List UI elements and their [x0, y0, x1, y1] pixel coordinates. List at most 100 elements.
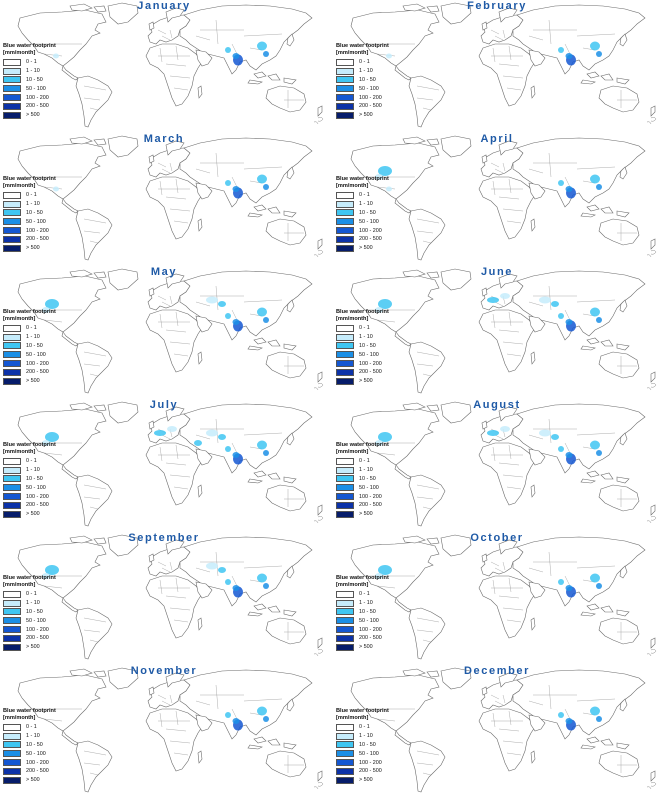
hotspot-india	[565, 53, 573, 59]
legend-row: 10 - 50	[336, 76, 406, 85]
month-title: July	[149, 399, 179, 411]
world-map	[350, 2, 657, 128]
legend-swatch	[336, 209, 354, 217]
legend-swatch	[3, 759, 21, 767]
legend-title-line1: Blue water footprint	[336, 176, 389, 182]
legend-swatch	[3, 102, 21, 110]
legend-label: 0 - 1	[26, 192, 37, 199]
legend-row: 50 - 100	[336, 350, 406, 359]
legend-label: > 500	[359, 245, 373, 252]
legend-title-line2: [mm/month]	[336, 49, 369, 56]
legend-row: > 500	[336, 643, 406, 652]
legend: Blue water footprint [mm/month] 0 - 1 1 -…	[336, 708, 406, 785]
legend-label: 1 - 10	[26, 467, 40, 474]
legend-swatch	[336, 111, 354, 119]
legend-swatch	[336, 643, 354, 651]
legend-swatch	[3, 200, 21, 208]
legend: Blue water footprint [mm/month] 0 - 1 1 -…	[336, 575, 406, 652]
legend: Blue water footprint [mm/month] 0 - 1 1 -…	[336, 309, 406, 386]
legend-row: 200 - 500	[336, 634, 406, 643]
legend-label: 0 - 1	[26, 458, 37, 465]
legend-row: 0 - 1	[336, 590, 406, 599]
legend-swatch	[3, 377, 21, 385]
legend-label: > 500	[359, 378, 373, 385]
legend-label: 50 - 100	[26, 218, 46, 225]
hotspot-india	[565, 186, 573, 192]
hotspot-europe-south	[167, 426, 177, 432]
legend-label: 100 - 200	[359, 493, 382, 500]
legend-row: 1 - 10	[3, 466, 73, 475]
hotspot-china-east	[590, 706, 600, 716]
month-title: October	[470, 532, 524, 544]
legend-swatch	[336, 599, 354, 607]
legend-swatch	[3, 501, 21, 509]
legend-label: 1 - 10	[359, 600, 373, 607]
legend-row: 10 - 50	[336, 608, 406, 617]
legend-label: > 500	[26, 777, 40, 784]
legend-label: 0 - 1	[359, 59, 370, 66]
legend: Blue water footprint [mm/month] 0 - 1 1 -…	[3, 43, 73, 120]
legend-row: 1 - 10	[3, 599, 73, 608]
hotspot-central-asia	[539, 429, 551, 437]
legend-swatch	[336, 360, 354, 368]
legend-row: 50 - 100	[336, 483, 406, 492]
hotspot-pakistan	[558, 313, 564, 319]
legend-row: 10 - 50	[3, 475, 73, 484]
legend-row: 200 - 500	[336, 501, 406, 510]
legend-title-line1: Blue water footprint	[336, 442, 389, 448]
hotspot-usa-central	[45, 299, 59, 309]
legend-row: 50 - 100	[336, 616, 406, 625]
legend-label: 0 - 1	[26, 325, 37, 332]
legend-label: 50 - 100	[26, 351, 46, 358]
legend-row: 100 - 200	[336, 758, 406, 767]
legend-row: > 500	[3, 244, 73, 253]
legend-label: 0 - 1	[359, 591, 370, 598]
legend-row: 0 - 1	[3, 324, 73, 333]
legend-label: > 500	[359, 112, 373, 119]
legend-row: 1 - 10	[336, 67, 406, 76]
legend-row: 200 - 500	[3, 235, 73, 244]
month-panel-january: January Blue water footprint [mm/month] …	[0, 0, 328, 131]
hotspot-central-asia	[206, 296, 218, 304]
legend-label: 1 - 10	[26, 68, 40, 75]
hotspot-usa-central	[45, 432, 59, 442]
legend-row: 200 - 500	[3, 501, 73, 510]
legend-swatch	[3, 466, 21, 474]
legend-label: > 500	[359, 777, 373, 784]
legend-row: 0 - 1	[336, 324, 406, 333]
legend-label: 200 - 500	[359, 236, 382, 243]
legend-row: 100 - 200	[336, 492, 406, 501]
hotspot-europe-south	[487, 297, 499, 303]
hotspot-middle-east	[194, 440, 202, 446]
hotspot-usa-central	[42, 573, 50, 579]
legend-swatch	[336, 608, 354, 616]
month-title: January	[137, 0, 191, 12]
legend-swatch	[3, 333, 21, 341]
hotspot-india	[232, 53, 240, 59]
legend-swatch	[336, 767, 354, 775]
legend-swatch	[3, 617, 21, 625]
legend-swatch	[3, 590, 21, 598]
legend: Blue water footprint [mm/month] 0 - 1 1 -…	[3, 442, 73, 519]
legend-label: 100 - 200	[26, 227, 49, 234]
legend-row: 100 - 200	[336, 359, 406, 368]
hotspot-mexico	[386, 186, 392, 192]
legend-swatch	[336, 235, 354, 243]
legend-title: Blue water footprint [mm/month]	[3, 575, 73, 588]
month-panel-april: April Blue water footprint [mm/month] 0 …	[333, 133, 661, 264]
hotspot-usa-central	[45, 565, 59, 575]
hotspot-usa-central	[378, 166, 392, 176]
legend-row: 1 - 10	[336, 599, 406, 608]
legend-label: 10 - 50	[26, 342, 43, 349]
legend-row: 200 - 500	[336, 102, 406, 111]
legend-title-line1: Blue water footprint	[3, 176, 56, 182]
legend-row: 0 - 1	[3, 457, 73, 466]
legend-row: 0 - 1	[336, 58, 406, 67]
legend-row: 100 - 200	[3, 625, 73, 634]
legend-swatch	[336, 200, 354, 208]
hotspot-china-east	[257, 573, 267, 583]
legend-swatch	[3, 599, 21, 607]
legend-row: 200 - 500	[3, 368, 73, 377]
legend-label: 0 - 1	[359, 458, 370, 465]
legend-swatch	[3, 94, 21, 102]
